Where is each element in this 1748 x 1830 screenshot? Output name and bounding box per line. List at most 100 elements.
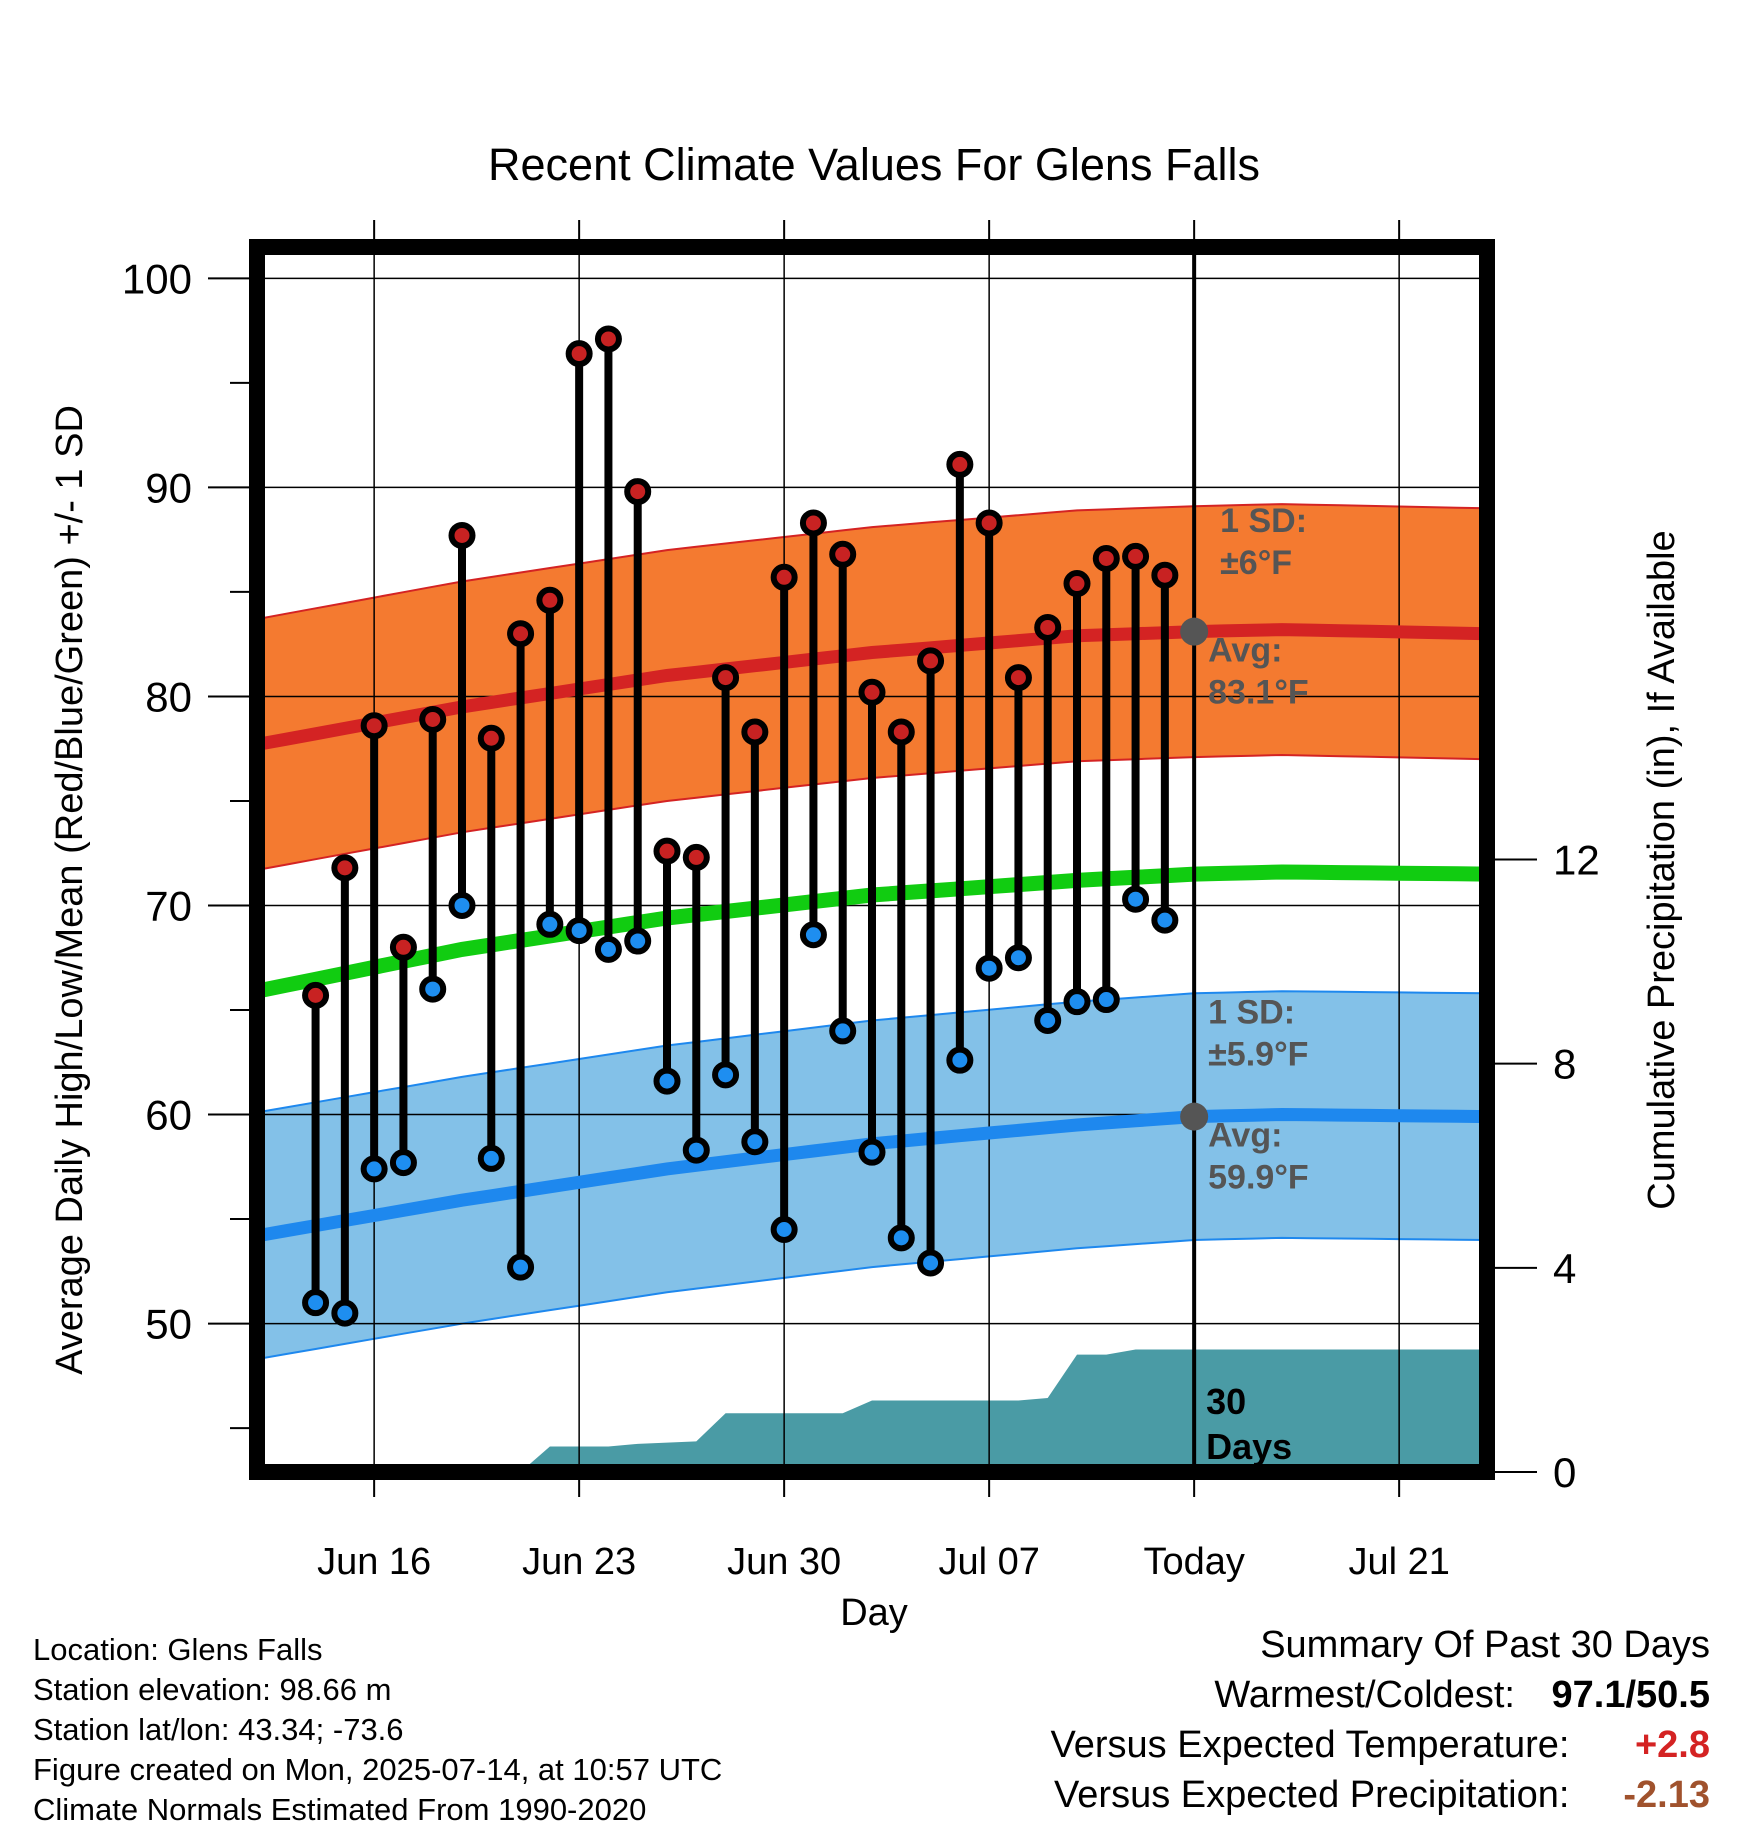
daily-high-point bbox=[741, 718, 769, 746]
daily-low-point bbox=[507, 1253, 535, 1281]
daily-low-point bbox=[624, 927, 652, 955]
high-sd-annotation: 1 SD: bbox=[1220, 502, 1307, 540]
daily-high-point bbox=[946, 450, 974, 478]
daily-high-point bbox=[712, 664, 740, 692]
summary-precip: Versus Expected Precipitation: -2.13 bbox=[1051, 1770, 1710, 1820]
daily-low-point bbox=[1092, 986, 1120, 1014]
station-info: Location: Glens Falls Station elevation:… bbox=[33, 1630, 722, 1830]
daily-high-point bbox=[1063, 570, 1091, 598]
daily-low-point bbox=[770, 1216, 798, 1244]
high-avg-annotation: 83.1°F bbox=[1208, 674, 1309, 712]
today-low-avg-marker bbox=[1180, 1102, 1209, 1131]
temp-value: +2.8 bbox=[1634, 1724, 1710, 1766]
today-high-avg-marker bbox=[1180, 617, 1209, 646]
daily-high-point bbox=[1034, 613, 1062, 641]
info-location: Location: Glens Falls bbox=[33, 1632, 323, 1667]
daily-low-point bbox=[1151, 906, 1179, 934]
low-avg-annotation: 59.9°F bbox=[1208, 1159, 1309, 1197]
daily-high-point bbox=[360, 712, 388, 740]
low-sd-annotation: 1 SD: bbox=[1208, 993, 1295, 1031]
daily-high-point bbox=[887, 718, 915, 746]
daily-high-point bbox=[448, 521, 476, 549]
plot-area: 1 SD: ±6°F Avg: 83.1°F 1 SD: ±5.9°F Avg: 59.9°F… bbox=[122, 220, 1600, 1583]
daily-high-point bbox=[829, 540, 857, 568]
daily-low-point bbox=[975, 954, 1003, 982]
precip-label: Versus Expected Precipitation: bbox=[1054, 1774, 1570, 1816]
daily-high-point bbox=[1122, 542, 1150, 570]
y-axis-label: Average Daily High/Low/Mean (Red/Blue/Gr… bbox=[49, 405, 91, 1375]
daily-low-point bbox=[799, 921, 827, 949]
warm-cold-value: 97.1/50.5 bbox=[1551, 1674, 1710, 1716]
low-avg-annotation: Avg: bbox=[1208, 1117, 1282, 1155]
daily-high-point bbox=[565, 340, 593, 368]
y-tick-label: 80 bbox=[145, 673, 192, 720]
daily-high-point bbox=[389, 933, 417, 961]
high-avg-annotation: Avg: bbox=[1208, 632, 1282, 670]
info-created: Figure created on Mon, 2025-07-14, at 10… bbox=[33, 1752, 723, 1787]
daily-low-point bbox=[536, 910, 564, 938]
precip-annotation: Days bbox=[1206, 1426, 1292, 1467]
info-elevation: Station elevation: 98.66 m bbox=[33, 1672, 392, 1707]
daily-high-point bbox=[536, 586, 564, 614]
daily-high-point bbox=[1092, 544, 1120, 572]
temp-label: Versus Expected Temperature: bbox=[1050, 1724, 1570, 1766]
y2-tick-label: 12 bbox=[1553, 837, 1600, 884]
high-sd-annotation: ±6°F bbox=[1220, 544, 1292, 582]
daily-low-point bbox=[653, 1067, 681, 1095]
y-tick-label: 70 bbox=[145, 882, 192, 929]
daily-low-point bbox=[741, 1128, 769, 1156]
daily-high-point bbox=[682, 843, 710, 871]
daily-high-point bbox=[1151, 561, 1179, 589]
daily-high-point bbox=[653, 837, 681, 865]
daily-high-point bbox=[419, 705, 447, 733]
daily-high-point bbox=[507, 620, 535, 648]
daily-low-point bbox=[1034, 1006, 1062, 1034]
daily-high-point bbox=[1004, 664, 1032, 692]
daily-low-point bbox=[419, 975, 447, 1003]
daily-low-point bbox=[1063, 988, 1091, 1016]
low-sd-annotation: ±5.9°F bbox=[1208, 1035, 1308, 1073]
y2-tick-label: 8 bbox=[1553, 1041, 1576, 1088]
warm-cold-label: Warmest/Coldest: bbox=[1214, 1674, 1515, 1716]
summary-title: Summary Of Past 30 Days bbox=[1260, 1624, 1710, 1666]
daily-low-point bbox=[360, 1155, 388, 1183]
y-tick-label: 60 bbox=[145, 1092, 192, 1139]
low-sd-band bbox=[257, 990, 1487, 1361]
daily-high-point bbox=[624, 478, 652, 506]
daily-high-point bbox=[594, 325, 622, 353]
summary-warm-cold: Warmest/Coldest: 97.1/50.5 bbox=[1051, 1670, 1710, 1720]
x-tick-label: Jul 07 bbox=[938, 1541, 1039, 1583]
daily-low-point bbox=[448, 891, 476, 919]
summary-temp: Versus Expected Temperature: +2.8 bbox=[1051, 1720, 1710, 1770]
daily-low-point bbox=[829, 1017, 857, 1045]
daily-low-point bbox=[682, 1136, 710, 1164]
x-tick-label: Jun 30 bbox=[727, 1541, 841, 1583]
daily-low-point bbox=[331, 1299, 359, 1327]
daily-low-point bbox=[1122, 885, 1150, 913]
y2-tick-label: 4 bbox=[1553, 1245, 1576, 1292]
daily-high-point bbox=[799, 509, 827, 537]
daily-high-point bbox=[917, 647, 945, 675]
y-tick-label: 100 bbox=[122, 255, 192, 302]
summary-panel: Summary Of Past 30 Days Warmest/Coldest:… bbox=[1051, 1620, 1710, 1820]
y2-tick-label: 0 bbox=[1553, 1449, 1576, 1496]
daily-low-point bbox=[946, 1046, 974, 1074]
daily-low-point bbox=[858, 1138, 886, 1166]
x-axis-label: Day bbox=[840, 1592, 908, 1634]
precip-annotation: 30 bbox=[1206, 1381, 1246, 1422]
daily-high-point bbox=[302, 981, 330, 1009]
x-tick-label: Today bbox=[1143, 1541, 1244, 1583]
daily-low-point bbox=[917, 1249, 945, 1277]
x-tick-label: Jun 23 bbox=[522, 1541, 636, 1583]
daily-low-point bbox=[887, 1224, 915, 1252]
y-tick-label: 90 bbox=[145, 464, 192, 511]
daily-high-point bbox=[477, 724, 505, 752]
x-tick-label: Jun 16 bbox=[317, 1541, 431, 1583]
daily-high-point bbox=[975, 509, 1003, 537]
daily-high-point bbox=[858, 678, 886, 706]
info-normals: Climate Normals Estimated From 1990-2020 bbox=[33, 1792, 647, 1827]
daily-low-point bbox=[594, 935, 622, 963]
y-tick-label: 50 bbox=[145, 1301, 192, 1348]
daily-low-point bbox=[1004, 944, 1032, 972]
